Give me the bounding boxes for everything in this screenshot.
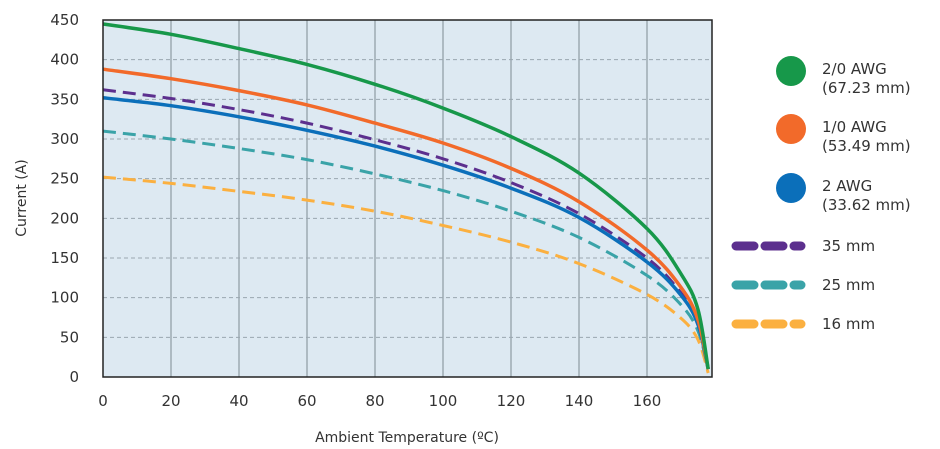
legend-marker-2-awg (776, 173, 806, 203)
y-tick-label: 100 (50, 289, 79, 307)
plot-background (103, 20, 712, 377)
x-tick-labels: 0 20 40 60 80 100 120 140 160 (98, 392, 661, 410)
grid-lines (103, 20, 712, 377)
x-tick-label: 80 (365, 392, 384, 410)
legend-label: 16 mm (822, 315, 875, 333)
y-tick-label: 450 (50, 11, 79, 29)
y-tick-label: 0 (69, 368, 79, 386)
legend-marker-2-0-awg (776, 56, 806, 86)
x-tick-label: 160 (633, 392, 662, 410)
legend-detail: (53.49 mm) (822, 137, 911, 155)
legend-detail: (33.62 mm) (822, 196, 911, 214)
series-line-16-mm (102, 175, 710, 374)
x-tick-label: 60 (297, 392, 316, 410)
x-tick-label: 100 (429, 392, 458, 410)
x-tick-label: 20 (161, 392, 180, 410)
y-tick-label: 400 (50, 51, 79, 69)
y-tick-label: 250 (50, 170, 79, 188)
y-tick-labels: 0 50 100 150 200 250 300 350 400 450 (50, 11, 79, 386)
series-line-25-mm (102, 129, 710, 370)
x-tick-label: 40 (229, 392, 248, 410)
series-line-2-0-awg (102, 22, 710, 370)
x-tick-label: 140 (565, 392, 594, 410)
legend-label: 2/0 AWG (822, 60, 887, 78)
series-line-1-0-awg (102, 67, 710, 370)
plot-frame (102, 19, 713, 378)
y-tick-label: 50 (60, 328, 79, 346)
legend-label: 2 AWG (822, 177, 872, 195)
legend: 2/0 AWG(67.23 mm) 1/0 AWG(53.49 mm) 2 AWG(… (731, 56, 911, 333)
x-axis-title: Ambient Temperature (ºC) (315, 430, 499, 446)
y-tick-label: 300 (50, 130, 79, 148)
legend-label: 1/0 AWG (822, 118, 887, 136)
legend-label: 35 mm (822, 237, 875, 255)
y-axis-title: Current (A) (14, 159, 30, 237)
series-layer (102, 22, 710, 374)
legend-detail: (67.23 mm) (822, 79, 911, 97)
series-line-2-awg (102, 95, 710, 370)
x-tick-label: 120 (497, 392, 526, 410)
y-tick-label: 150 (50, 249, 79, 267)
legend-marker-1-0-awg (776, 114, 806, 144)
x-tick-label: 0 (98, 392, 108, 410)
y-tick-label: 350 (50, 90, 79, 108)
legend-label: 25 mm (822, 276, 875, 294)
y-tick-label: 200 (50, 209, 79, 227)
